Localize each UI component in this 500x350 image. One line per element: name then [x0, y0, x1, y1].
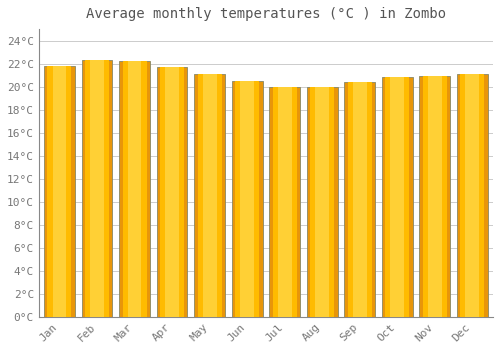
- Bar: [235, 81, 259, 317]
- Bar: [382, 77, 412, 317]
- Bar: [353, 82, 366, 317]
- Bar: [165, 67, 179, 317]
- Bar: [194, 74, 225, 317]
- Bar: [307, 86, 338, 317]
- Bar: [156, 67, 188, 317]
- Bar: [198, 74, 222, 317]
- Bar: [240, 81, 254, 317]
- Bar: [457, 74, 488, 317]
- Bar: [344, 82, 375, 317]
- Bar: [466, 74, 479, 317]
- Bar: [90, 60, 104, 317]
- Bar: [428, 76, 442, 317]
- Bar: [420, 76, 450, 317]
- Bar: [119, 61, 150, 317]
- Bar: [278, 86, 291, 317]
- Bar: [386, 77, 409, 317]
- Bar: [122, 61, 146, 317]
- Bar: [82, 60, 112, 317]
- Bar: [316, 86, 329, 317]
- Bar: [128, 61, 141, 317]
- Bar: [423, 76, 447, 317]
- Bar: [160, 67, 184, 317]
- Title: Average monthly temperatures (°C ) in Zombo: Average monthly temperatures (°C ) in Zo…: [86, 7, 446, 21]
- Bar: [232, 81, 262, 317]
- Bar: [85, 60, 109, 317]
- Bar: [460, 74, 484, 317]
- Bar: [390, 77, 404, 317]
- Bar: [270, 86, 300, 317]
- Bar: [272, 86, 296, 317]
- Bar: [202, 74, 216, 317]
- Bar: [52, 66, 66, 317]
- Bar: [310, 86, 334, 317]
- Bar: [348, 82, 372, 317]
- Bar: [48, 66, 72, 317]
- Bar: [44, 66, 75, 317]
